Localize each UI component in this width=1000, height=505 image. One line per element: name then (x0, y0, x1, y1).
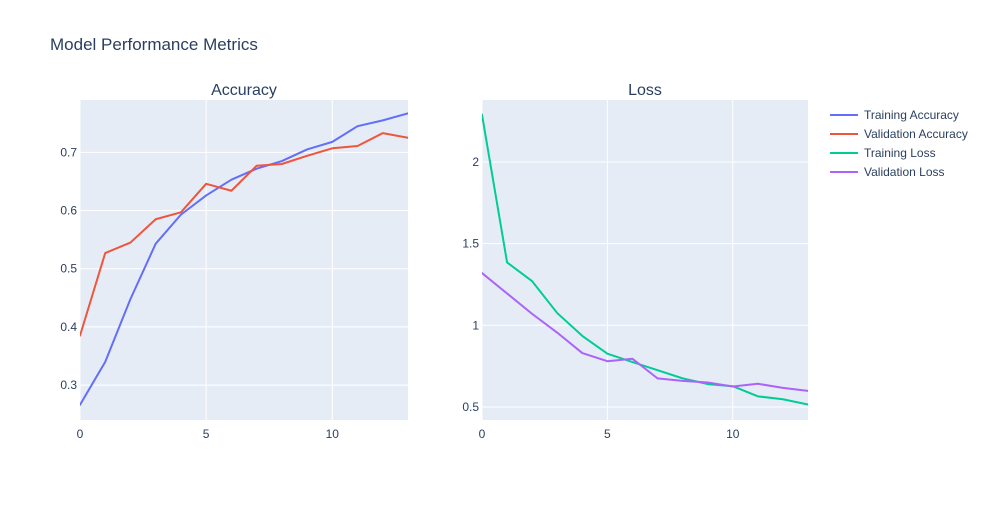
loss-y-tick-label: 0.5 (462, 400, 479, 414)
accuracy-subplot-title: Accuracy (211, 82, 277, 99)
legend-label: Training Loss (864, 146, 936, 160)
loss-y-tick-label: 1 (472, 318, 479, 332)
accuracy-y-tick-label: 0.6 (60, 204, 77, 218)
loss-y-tick-label: 2 (472, 155, 479, 169)
figure-title: Model Performance Metrics (50, 35, 258, 54)
loss-plot-area (482, 100, 808, 420)
training-loss-line[interactable] (482, 113, 808, 406)
validation-loss-line[interactable] (482, 272, 808, 392)
accuracy-y-tick-label: 0.7 (60, 145, 77, 159)
accuracy-subplot: 0 5 10 0.3 0.4 0.5 0.6 0.7 Accuracy (60, 82, 408, 441)
legend-item-training-accuracy[interactable]: Training Accuracy (830, 108, 959, 122)
loss-x-tick-label: 10 (726, 427, 740, 441)
legend-item-validation-accuracy[interactable]: Validation Accuracy (830, 127, 968, 141)
loss-y-tick-label: 1.5 (462, 237, 479, 251)
accuracy-y-tick-label: 0.5 (60, 262, 77, 276)
legend-label: Validation Accuracy (864, 127, 968, 141)
training-accuracy-line[interactable] (80, 112, 408, 406)
accuracy-y-tick-label: 0.4 (60, 320, 77, 334)
validation-accuracy-line[interactable] (80, 132, 408, 337)
accuracy-y-tick-label: 0.3 (60, 378, 77, 392)
loss-subplot-title: Loss (628, 82, 662, 99)
loss-x-tick-label: 5 (604, 427, 611, 441)
accuracy-x-tick-label: 0 (77, 427, 84, 441)
legend-label: Validation Loss (864, 165, 945, 179)
loss-x-tick-label: 0 (479, 427, 486, 441)
accuracy-x-tick-label: 5 (203, 427, 210, 441)
loss-subplot: 0 5 10 0.5 1 1.5 2 Loss (462, 82, 808, 441)
legend-label: Training Accuracy (864, 108, 959, 122)
legend-item-validation-loss[interactable]: Validation Loss (830, 165, 945, 179)
legend-item-training-loss[interactable]: Training Loss (830, 146, 936, 160)
accuracy-plot-area (80, 100, 408, 420)
legend[interactable]: Training Accuracy Validation Accuracy Trai… (830, 108, 968, 179)
accuracy-x-tick-label: 10 (326, 427, 340, 441)
